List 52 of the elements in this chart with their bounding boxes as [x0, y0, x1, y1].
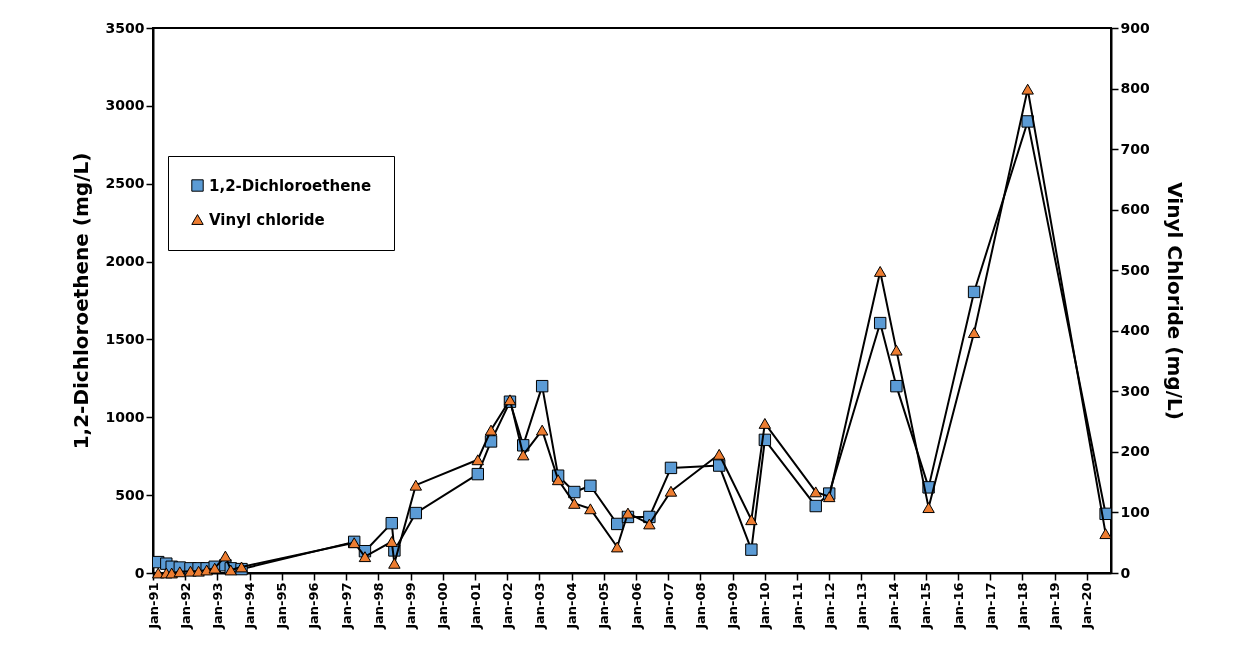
x-tick-label: Jan-97 — [338, 582, 354, 630]
x-tick-label: Jan-11 — [789, 582, 805, 630]
x-tick-label: Jan-05 — [596, 582, 612, 630]
y2-tick-label: 500 — [1120, 261, 1150, 278]
x-tick-label: Jan-03 — [531, 582, 547, 630]
y2-tick-label: 100 — [1120, 503, 1150, 520]
legend-label: Vinyl chloride — [209, 210, 325, 229]
y-tick-label: 2500 — [105, 175, 145, 192]
legend-label: 1,2-Dichloroethene — [209, 176, 372, 195]
x-tick-label: Jan-08 — [692, 582, 708, 630]
x-tick-label: Jan-19 — [1047, 582, 1063, 630]
y-tick-label: 2000 — [105, 253, 145, 270]
y2-tick-label: 800 — [1120, 80, 1150, 97]
x-tick-label: Jan-14 — [886, 582, 902, 630]
x-tick-label: Jan-07 — [660, 582, 676, 630]
x-tick-label: Jan-95 — [274, 582, 290, 630]
x-tick-label: Jan-98 — [370, 582, 386, 630]
x-tick-label: Jan-12 — [821, 582, 837, 630]
x-tick-label: Jan-93 — [209, 582, 225, 630]
x-tick-label: Jan-00 — [435, 582, 451, 630]
y-tick-label: 0 — [134, 564, 145, 581]
x-tick-label: Jan-15 — [918, 582, 934, 630]
x-tick-label: Jan-20 — [1079, 582, 1095, 630]
x-tick-label: Jan-02 — [499, 582, 515, 630]
x-tick-label: Jan-13 — [853, 582, 869, 630]
y-tick-label: 3000 — [105, 97, 145, 114]
y-tick-label: 1500 — [105, 330, 145, 347]
y2-tick-label: 700 — [1120, 140, 1150, 157]
y2-tick-label: 200 — [1120, 443, 1150, 460]
x-tick-label: Jan-01 — [467, 582, 483, 630]
y-tick-label: 500 — [115, 486, 145, 503]
y2-tick-label: 400 — [1120, 322, 1150, 339]
y-tick-label: 1000 — [105, 408, 145, 425]
y-axis-title: 1,2-Dichloroethene (mg/L) — [68, 152, 93, 450]
x-tick-label: Jan-92 — [177, 582, 193, 630]
y2-axis-title: Vinyl Chloride (mg/L) — [1162, 182, 1187, 420]
x-tick-label: Jan-17 — [982, 582, 998, 630]
x-tick-label: Jan-09 — [725, 582, 741, 630]
x-tick-label: Jan-04 — [564, 582, 580, 630]
x-tick-label: Jan-18 — [1014, 582, 1030, 630]
x-tick-label: Jan-94 — [242, 582, 258, 630]
x-tick-label: Jan-16 — [950, 582, 966, 630]
x-tick-label: Jan-91 — [145, 582, 161, 630]
y2-tick-label: 900 — [1120, 19, 1150, 36]
y-tick-label: 3500 — [105, 19, 145, 36]
x-tick-label: Jan-10 — [757, 582, 773, 630]
x-tick-label: Jan-96 — [306, 582, 322, 630]
y2-tick-label: 0 — [1120, 564, 1131, 581]
y2-tick-label: 600 — [1120, 201, 1150, 218]
x-tick-label: Jan-06 — [628, 582, 644, 630]
x-tick-label: Jan-99 — [403, 582, 419, 630]
y2-tick-label: 300 — [1120, 382, 1150, 399]
